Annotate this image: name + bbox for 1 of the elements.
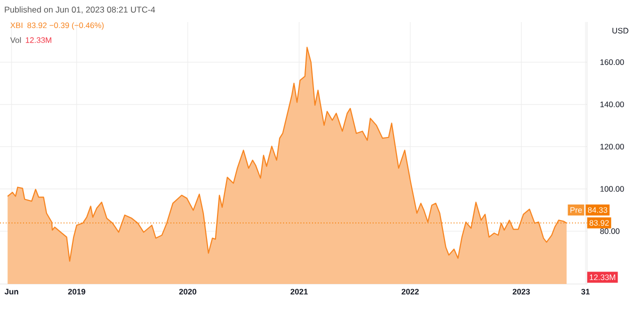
- chart-title: Published on Jun 01, 2023 08:21 UTC-4: [4, 6, 156, 14]
